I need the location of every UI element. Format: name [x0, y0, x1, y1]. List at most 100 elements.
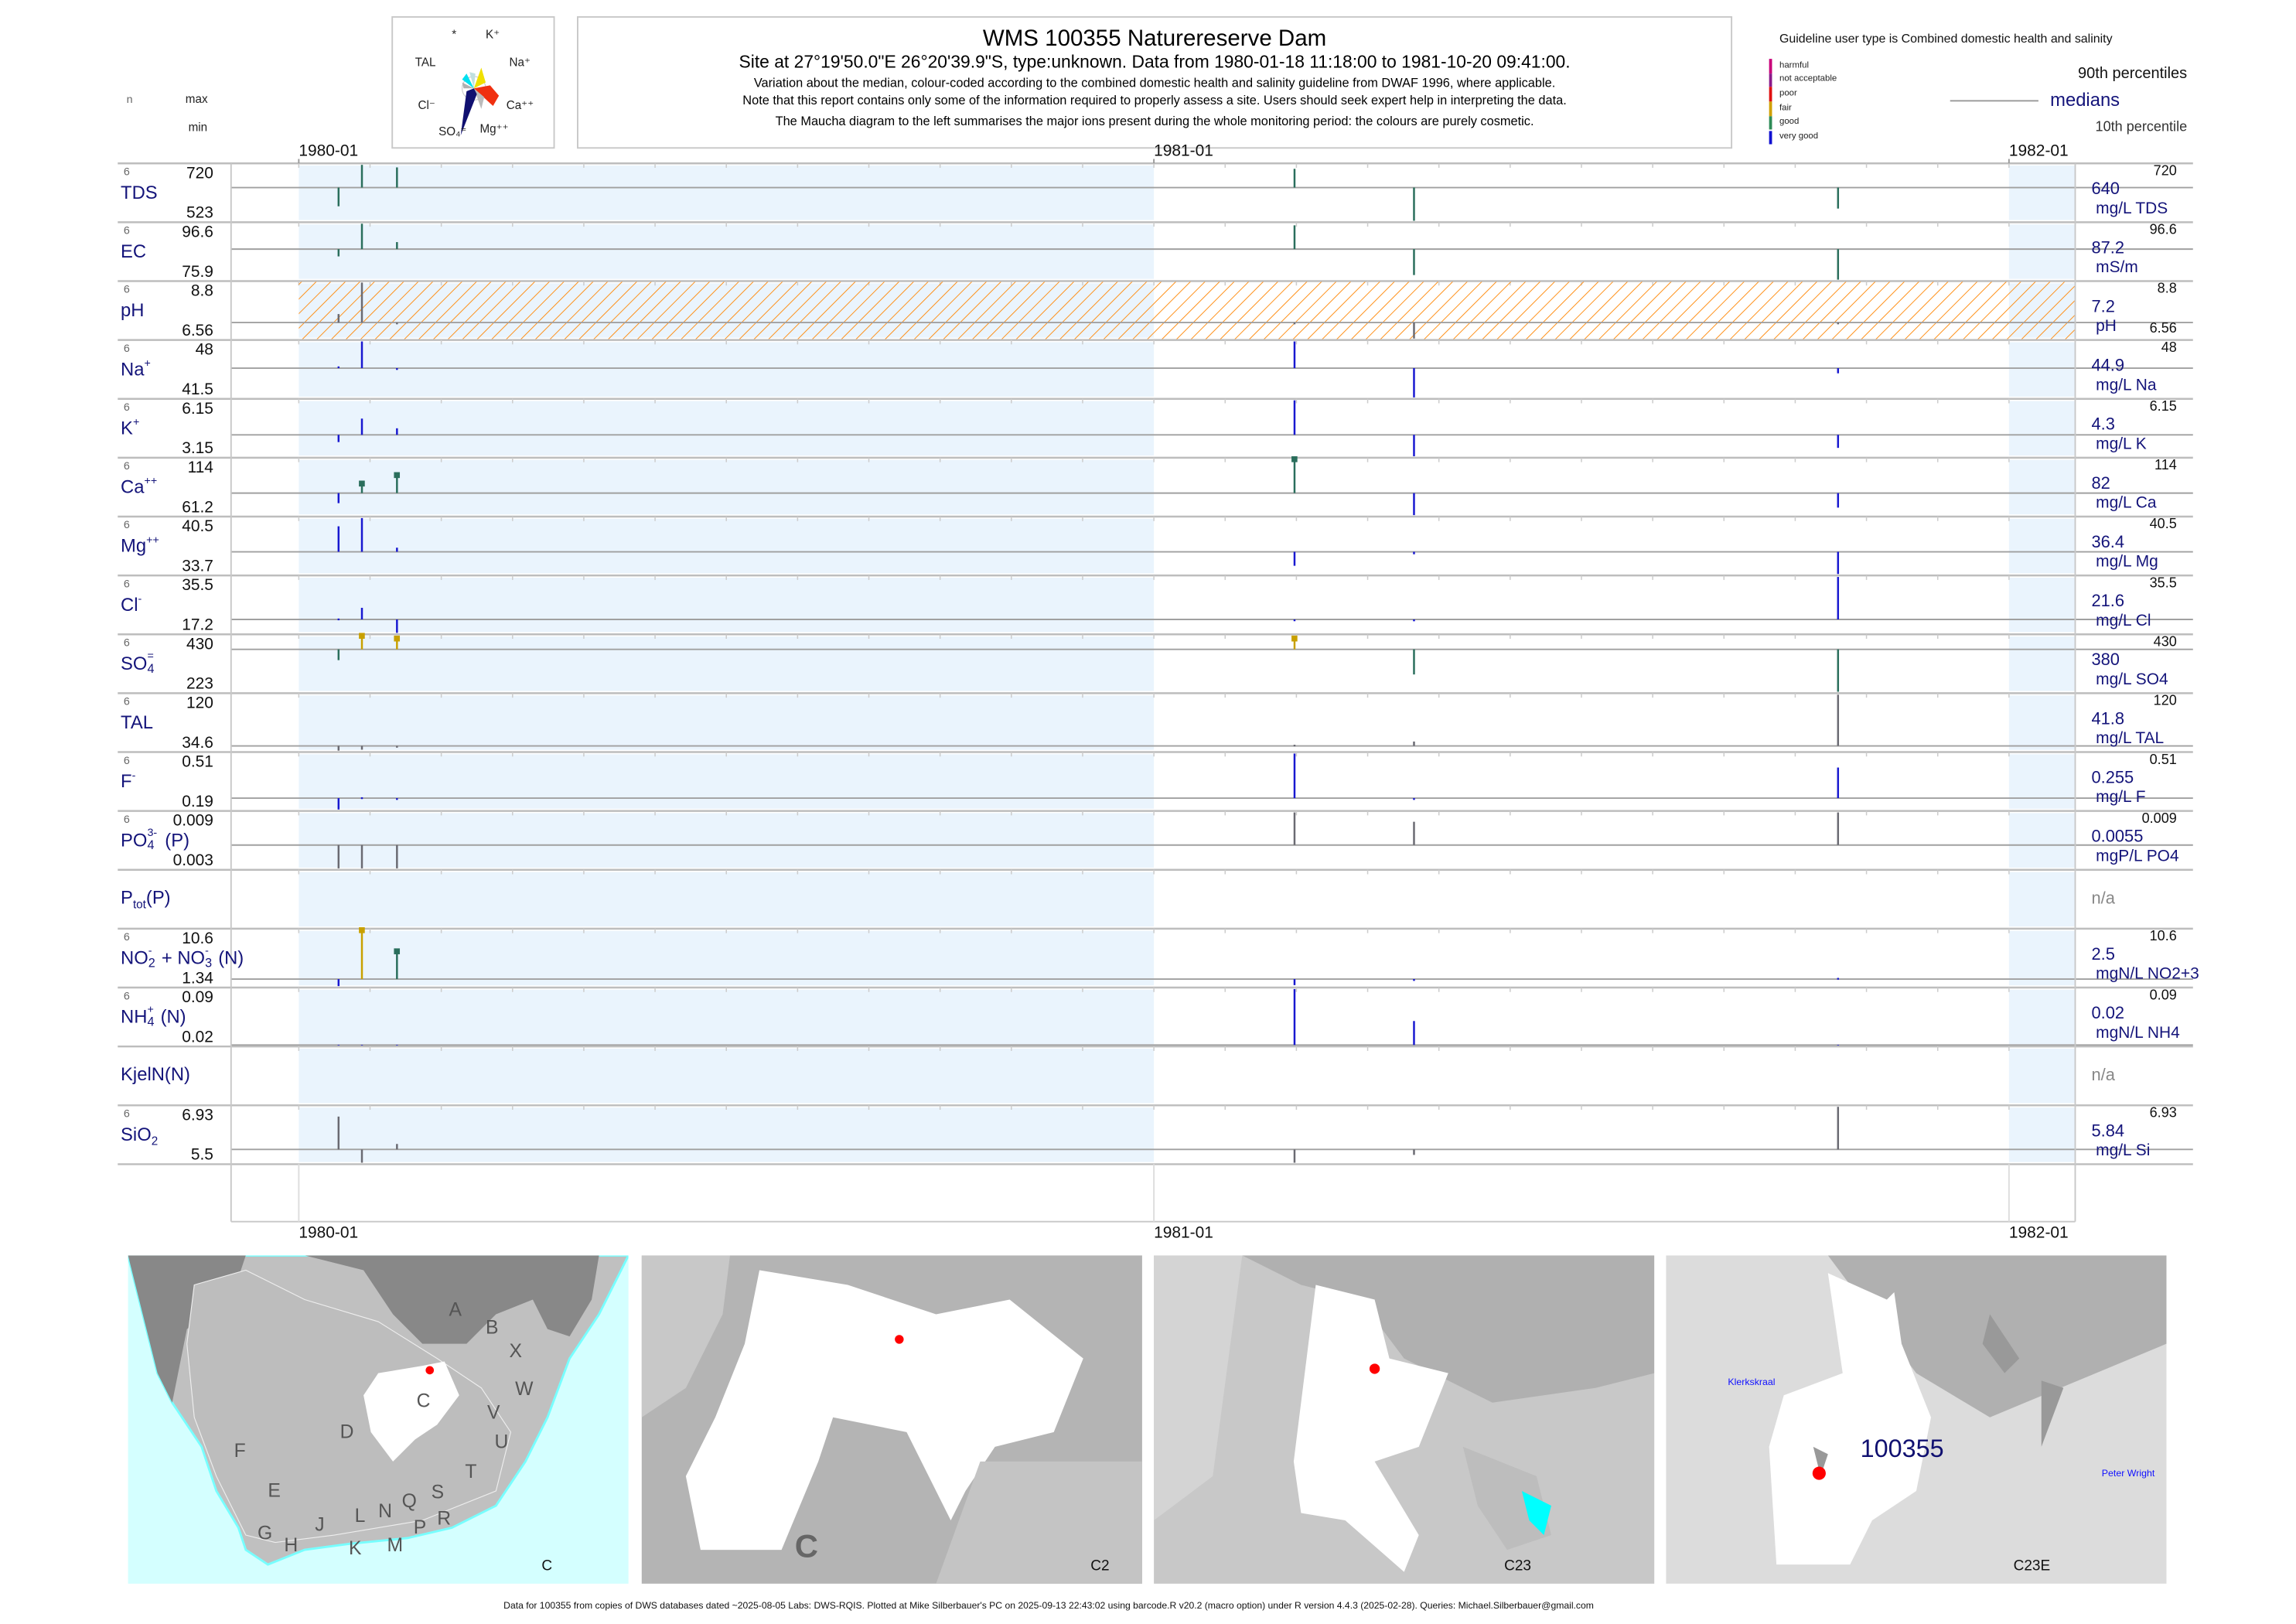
superscript: +: [144, 356, 151, 370]
drainage-region-label: F: [234, 1439, 246, 1462]
drainage-region-label: P: [413, 1516, 427, 1538]
sample-deviation-bar: [337, 366, 340, 369]
sample-deviation-bar: [1413, 821, 1415, 845]
row-max-value: 10.6: [182, 930, 213, 948]
superscript: =: [147, 649, 154, 663]
row-max-value: 96.6: [182, 223, 213, 242]
sample-deviation-bar: [396, 548, 398, 552]
drainage-region-label: N: [378, 1499, 392, 1522]
year-band: [299, 930, 1155, 986]
maucha-label: Cl⁻: [418, 98, 435, 112]
sample-count: 6: [123, 636, 130, 650]
drainage-region-label: L: [354, 1504, 366, 1527]
sample-deviation-bar: [360, 636, 363, 650]
drainage-region-label: K: [349, 1536, 362, 1559]
x-tick-label-top: 1982-01: [2008, 142, 2069, 161]
sample-deviation-bar: [1413, 435, 1415, 456]
sample-deviation-bar: [360, 844, 363, 868]
median-value: 2.5: [2091, 946, 2115, 964]
map-caption: C: [541, 1558, 553, 1575]
year-band: [299, 754, 1155, 809]
year-band: [299, 459, 1155, 515]
sample-deviation-bar: [337, 844, 340, 868]
sample-deviation-bar: [360, 745, 363, 750]
sample-deviation-bar: [337, 979, 340, 987]
sample-deviation-bar: [360, 517, 363, 552]
row-max-value: 0.009: [172, 812, 213, 831]
year-band: [299, 813, 1155, 868]
drainage-region-label: Q: [401, 1489, 417, 1512]
year-band: [2008, 459, 2076, 515]
sample-deviation-bar: [337, 745, 340, 751]
drainage-region-label: W: [515, 1377, 534, 1400]
sample-count: 6: [123, 341, 130, 355]
unit-label: mg/L TAL: [2096, 729, 2165, 748]
row-max-value: 0.51: [182, 753, 213, 772]
sample-deviation-bar: [360, 797, 363, 800]
place-label: Peter Wright: [2101, 1469, 2155, 1479]
right-max-value: 120: [2153, 693, 2177, 710]
place-label: Klerkskraal: [1728, 1377, 1776, 1388]
right-max-value: 96.6: [2149, 222, 2177, 239]
unit-label: mg/L TDS: [2096, 200, 2168, 218]
superscript: +: [147, 1002, 154, 1016]
guideline-text: Guideline user type is Combined domestic…: [1779, 30, 2113, 46]
median-value: 0.0055: [2091, 828, 2144, 847]
sample-count: 6: [123, 400, 130, 414]
parameter-name-text: TAL: [121, 712, 153, 733]
sample-deviation-bar: [1293, 551, 1296, 566]
sample-marker: [394, 472, 401, 479]
row-min-value: 6.56: [182, 322, 213, 340]
legend-color-swatch: [1769, 101, 1772, 116]
row-min-value: 0.02: [182, 1029, 213, 1047]
row-min-value: 33.7: [182, 558, 213, 576]
medians-label: medians: [2050, 90, 2120, 111]
right-max-value: 10.6: [2149, 928, 2177, 945]
sample-deviation-bar: [1293, 619, 1296, 622]
right-max-value: 430: [2153, 634, 2177, 651]
row-min-value: 1.34: [182, 970, 213, 988]
sample-deviation-bar: [396, 638, 398, 650]
right-max-value: 40.5: [2149, 517, 2177, 533]
subscript: 4: [147, 1014, 155, 1029]
sample-deviation-bar: [337, 314, 340, 323]
right-max-value: 720: [2153, 163, 2177, 180]
parameter-name-text: KjelN(N): [121, 1064, 190, 1085]
sample-deviation-bar: [1837, 249, 1840, 280]
median-value: 7.2: [2091, 299, 2115, 317]
sample-deviation-bar: [360, 341, 363, 369]
map-caption: C23: [1504, 1558, 1532, 1575]
right-max-value: 114: [2154, 457, 2177, 474]
parameter-name-text: PO: [121, 830, 148, 851]
parameter-name: Ca++: [121, 475, 157, 498]
row-min-value: 61.2: [182, 499, 213, 517]
drainage-region-label: R: [437, 1506, 452, 1530]
year-band: [299, 224, 1155, 279]
sample-marker: [1291, 635, 1298, 642]
parameter-name: Na+: [121, 356, 151, 380]
sample-deviation-bar: [1413, 551, 1415, 554]
median-value: 5.84: [2091, 1123, 2125, 1141]
year-band: [2008, 578, 2076, 633]
maucha-label: *: [452, 28, 457, 42]
parameter-name: Ptot(P): [121, 889, 171, 911]
parameter-name: TDS: [121, 183, 158, 203]
sample-deviation-bar: [1413, 493, 1415, 516]
parameter-name-text: SO: [121, 653, 148, 674]
unit-label: mS/m: [2096, 258, 2138, 277]
median-value: 21.6: [2091, 592, 2125, 611]
parameter-name: K+: [121, 416, 139, 438]
parameter-name-text: Ca: [121, 476, 145, 498]
x-tick-label-top: 1980-01: [299, 142, 359, 161]
sample-deviation-bar: [337, 435, 340, 442]
median-value: 41.8: [2091, 711, 2125, 729]
row-min-value: 223: [186, 675, 213, 694]
right-max-value: 0.51: [2149, 752, 2177, 769]
parameter-name-text: NO: [121, 947, 148, 969]
parameter-name: Cl-: [121, 593, 142, 616]
year-band: [2008, 813, 2076, 868]
unit-label: mg/L Na: [2096, 377, 2157, 395]
median-value: 82: [2091, 475, 2110, 493]
maucha-label: TAL: [415, 56, 436, 70]
unit-label: mg/L SO4: [2096, 670, 2168, 689]
